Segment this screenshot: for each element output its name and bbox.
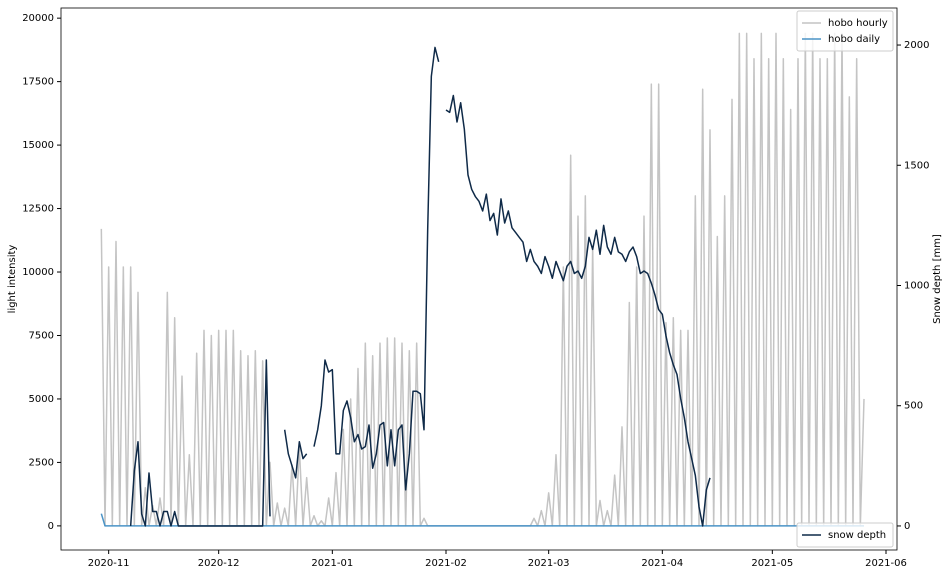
y-tick-label: 5000 (29, 394, 54, 405)
y-axis-label: light intensity (7, 245, 18, 314)
y-tick-label: 15000 (22, 140, 54, 151)
legend-label: snow depth (828, 530, 886, 541)
y2-tick-label: 2000 (904, 40, 929, 51)
y-tick-label: 7500 (29, 330, 54, 341)
legend-label: hobo hourly (828, 18, 888, 29)
y-tick-label: 0 (48, 521, 54, 532)
y-tick-label: 12500 (22, 204, 54, 215)
y2-tick-label: 1500 (904, 160, 929, 171)
legend: hobo hourly hobo daily (796, 10, 894, 52)
y-tick-label: 20000 (22, 13, 54, 24)
x-tick-label: 2021-04 (641, 558, 683, 569)
y-tick-label: 10000 (22, 267, 54, 278)
x-tick-label: 2021-01 (311, 558, 353, 569)
x-tick-label: 2021-03 (528, 558, 570, 569)
x-tick-label: 2020-12 (198, 558, 240, 569)
x-tick-label: 2021-06 (865, 558, 907, 569)
legend-label: hobo daily (828, 34, 880, 45)
y-tick-label: 2500 (29, 457, 54, 468)
y2-tick-label: 1000 (904, 280, 929, 291)
y2-axis-label: Snow depth [mm] (932, 234, 943, 324)
y2-tick-label: 500 (904, 401, 923, 412)
plot-frame (60, 7, 898, 551)
series-line (129, 46, 711, 527)
y-tick-label: 17500 (22, 77, 54, 88)
x-tick-label: 2021-05 (751, 558, 793, 569)
x-tick-label: 2021-02 (425, 558, 467, 569)
y2-tick-label: 0 (904, 521, 910, 532)
legend-box (796, 10, 894, 52)
x-tick-label: 2020-11 (88, 558, 130, 569)
legend-box (796, 522, 894, 548)
legend: snow depth (796, 522, 894, 548)
